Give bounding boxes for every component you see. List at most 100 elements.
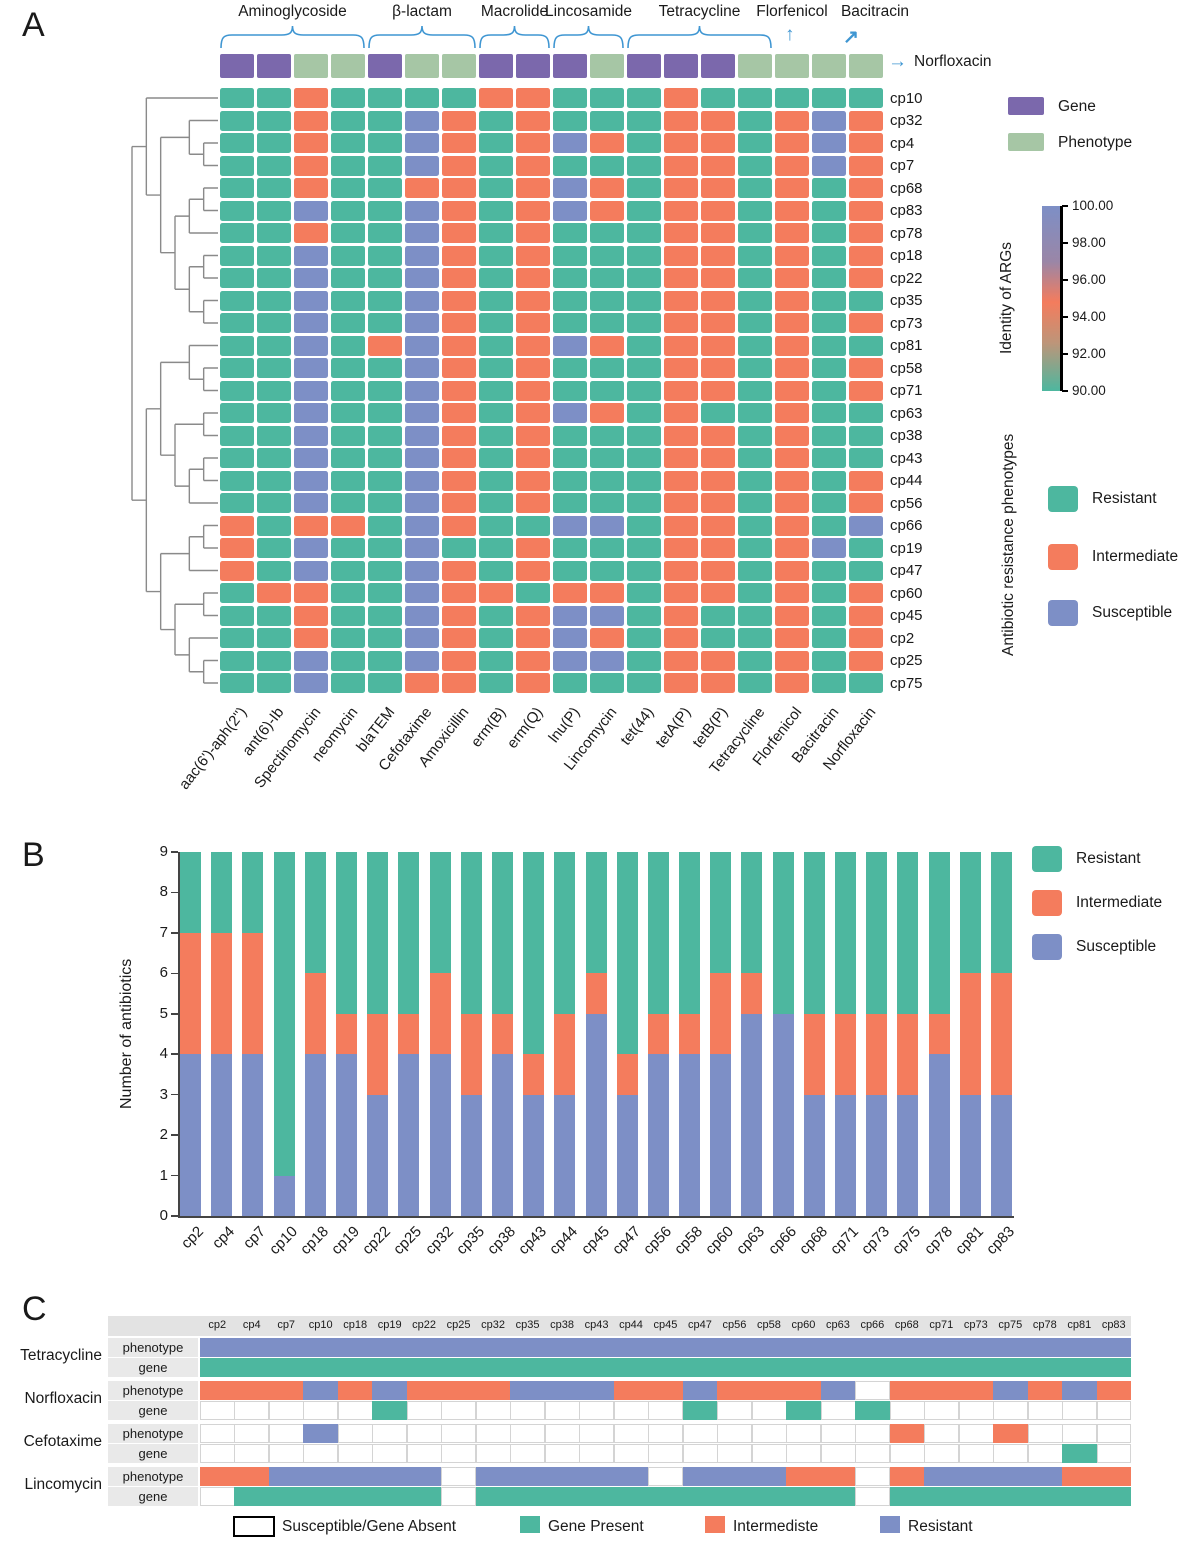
heatmap-cell-cp68-erm(Q)	[516, 178, 550, 198]
grid-cell-Tetracycline-gene-cp63	[820, 1358, 856, 1377]
heatmap-cell-cp63-ant(6)-Ib	[257, 403, 291, 423]
heatmap-cell-cp44-lnu(P)	[553, 470, 587, 491]
heatmap-cell-cp7-Cefotaxime	[405, 155, 439, 176]
grid-cell-Tetracycline-gene-cp32	[475, 1358, 511, 1377]
heatmap-cell-cp19-Florfenicol	[775, 538, 809, 558]
row-label-cp45: cp45	[890, 607, 923, 624]
heatmap-cell-cp7-erm(Q)	[516, 155, 550, 176]
strain-header-cp63: cp63	[825, 1319, 850, 1331]
heatmap-cell-cp58-Spectinomycin	[294, 358, 328, 378]
heatmap-cell-cp45-Florfenicol	[775, 605, 809, 626]
heatmap-cell-cp81-tetB(P)	[701, 335, 735, 356]
heatmap-cell-cp68-Spectinomycin	[294, 178, 328, 198]
heatmap-cell-cp63-blaTEM	[368, 403, 402, 423]
heatmap-cell-cp56-Lincomycin	[590, 493, 624, 513]
grid-cell-Lincomycin-gene-cp4	[234, 1487, 270, 1506]
heatmap-cell-cp43-aac(6')-aph(2'')	[220, 448, 254, 468]
grid-cell-Tetracycline-phenotype-cp58	[751, 1338, 787, 1357]
heatmap-cell-cp63-tetB(P)	[701, 403, 735, 423]
heatmap-cell-cp35-erm(B)	[479, 290, 513, 311]
heatmap-cell-cp75-neomycin	[331, 673, 365, 693]
bar-cp38-susceptible	[491, 1054, 513, 1216]
heatmap-cell-cp68-Tetracycline	[738, 178, 772, 198]
grid-cell-Norfloxacin-phenotype-cp7	[268, 1381, 304, 1400]
grid-cell-Norfloxacin-gene-cp18	[337, 1401, 373, 1420]
heatmap-cell-cp73-aac(6')-aph(2'')	[220, 313, 254, 333]
bar-cp25-intermediate	[398, 1013, 420, 1055]
grid-cell-Lincomycin-gene-cp75	[993, 1487, 1029, 1506]
heatmap-cell-cp56-Tetracycline	[738, 493, 772, 513]
grid-cell-Norfloxacin-gene-cp56	[717, 1401, 753, 1420]
heatmap-cell-cp81-erm(Q)	[516, 335, 550, 356]
heatmap-cell-cp19-erm(Q)	[516, 538, 550, 558]
heatmap-cell-cp56-Cefotaxime	[405, 493, 439, 513]
heatmap-cell-cp83-erm(Q)	[516, 200, 550, 221]
gene-present-legend-swatch	[520, 1516, 540, 1533]
heatmap-cell-cp47-Florfenicol	[775, 560, 809, 581]
heatmap-cell-cp18-Amoxicillin	[442, 245, 476, 266]
panel-b-intermediate-label: Intermediate	[1076, 894, 1163, 911]
heatmap-cell-cp47-blaTEM	[368, 560, 402, 581]
grid-cell-Cefotaxime-phenotype-cp10	[303, 1424, 339, 1443]
heatmap-cell-cp7-Tetracycline	[738, 155, 772, 176]
heatmap-cell-cp45-neomycin	[331, 605, 365, 626]
heatmap-cell-cp18-Lincomycin	[590, 245, 624, 266]
grid-cell-Cefotaxime-gene-cp47	[682, 1444, 718, 1463]
heatmap-cell-cp25-Spectinomycin	[294, 650, 328, 671]
y-tick-0: 0	[159, 1207, 168, 1224]
susceptible-legend-swatch	[1048, 600, 1078, 626]
heatmap-cell-cp71-tetB(P)	[701, 380, 735, 401]
heatmap-cell-cp83-tetA(P)	[664, 200, 698, 221]
heatmap-cell-cp10-Lincomycin	[590, 88, 624, 108]
grid-cell-Cefotaxime-gene-cp44	[613, 1444, 649, 1463]
grid-cell-Tetracycline-gene-cp83	[1096, 1358, 1132, 1377]
heatmap-cell-cp19-Tetracycline	[738, 538, 772, 558]
bar-cp56-susceptible	[647, 1054, 669, 1216]
heatmap-cell-cp66-Norfloxacin	[849, 515, 883, 536]
heatmap-cell-cp2-aac(6')-aph(2'')	[220, 628, 254, 648]
heatmap-cell-cp43-Florfenicol	[775, 448, 809, 468]
heatmap-cell-cp66-tetB(P)	[701, 515, 735, 536]
grid-cell-Lincomycin-phenotype-cp71	[924, 1467, 960, 1486]
heatmap-cell-cp60-tetB(P)	[701, 583, 735, 603]
heatmap-cell-cp32-tetA(P)	[664, 110, 698, 131]
bar-cp35-intermediate	[460, 1013, 482, 1095]
heatmap-cell-cp66-Spectinomycin	[294, 515, 328, 536]
row-label-Norfloxacin-gene: gene	[108, 1401, 198, 1420]
heatmap-cell-cp47-tetB(P)	[701, 560, 735, 581]
grid-cell-Tetracycline-phenotype-cp47	[682, 1338, 718, 1357]
heatmap-cell-cp35-neomycin	[331, 290, 365, 311]
heatmap-cell-cp2-Cefotaxime	[405, 628, 439, 648]
row-label-Lincomycin-gene: gene	[108, 1487, 198, 1506]
grid-cell-Norfloxacin-phenotype-cp32	[475, 1381, 511, 1400]
grid-cell-Cefotaxime-gene-cp7	[268, 1444, 304, 1463]
heatmap-cell-cp47-tetA(P)	[664, 560, 698, 581]
bar-cp10-susceptible	[273, 1175, 295, 1216]
grid-cell-Tetracycline-gene-cp4	[234, 1358, 270, 1377]
heatmap-cell-cp2-tetB(P)	[701, 628, 735, 648]
grid-cell-Lincomycin-gene-cp38	[544, 1487, 580, 1506]
heatmap-cell-cp71-Lincomycin	[590, 380, 624, 401]
grid-cell-Cefotaxime-gene-cp63	[820, 1444, 856, 1463]
grid-cell-Lincomycin-gene-cp35	[510, 1487, 546, 1506]
heatmap-cell-cp4-tetB(P)	[701, 133, 735, 153]
heatmap-cell-cp43-tet(44)	[627, 448, 661, 468]
strain-header-cp78: cp78	[1032, 1319, 1057, 1331]
heatmap-cell-cp63-Bacitracin	[812, 403, 846, 423]
heatmap-cell-cp47-erm(B)	[479, 560, 513, 581]
grid-cell-Norfloxacin-gene-cp44	[613, 1401, 649, 1420]
grid-cell-Lincomycin-phenotype-cp44	[613, 1467, 649, 1486]
heatmap-cell-cp10-Florfenicol	[775, 88, 809, 108]
y-tickmark	[171, 891, 178, 894]
heatmap-cell-cp10-tetB(P)	[701, 88, 735, 108]
heatmap-cell-cp68-tet(44)	[627, 178, 661, 198]
heatmap-cell-cp44-Lincomycin	[590, 470, 624, 491]
heatmap-cell-cp63-Florfenicol	[775, 403, 809, 423]
row-label-cp44: cp44	[890, 472, 923, 489]
heatmap-cell-cp43-Cefotaxime	[405, 448, 439, 468]
heatmap-cell-cp47-Bacitracin	[812, 560, 846, 581]
row-label-cp83: cp83	[890, 202, 923, 219]
grid-cell-Lincomycin-gene-cp25	[441, 1487, 477, 1506]
heatmap-cell-cp47-Cefotaxime	[405, 560, 439, 581]
heatmap-cell-cp83-Spectinomycin	[294, 200, 328, 221]
